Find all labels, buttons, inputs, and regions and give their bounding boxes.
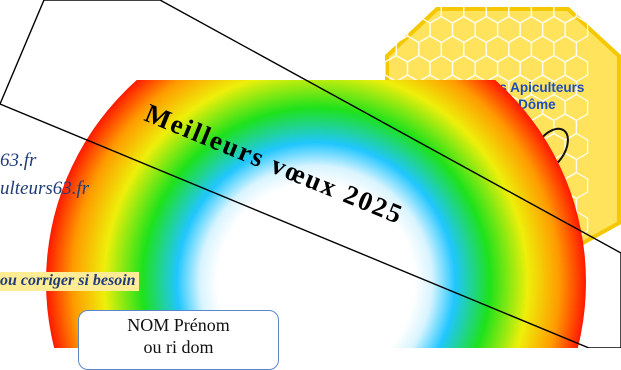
honeycomb-cell (385, 7, 397, 24)
rainbow-arc (46, 80, 586, 348)
name-field-label: NOM Prénom (127, 315, 230, 335)
contact-email-line[interactable]: ulteurs63.fr (0, 178, 90, 199)
correction-notice: ou corriger si besoin (0, 272, 139, 291)
honeycomb-cell (395, 7, 420, 24)
name-field-second-line: ou ri dom (143, 337, 214, 357)
greeting-illustration: Syndicat des Apiculteurs du Puy-de-Dôme … (0, 0, 621, 348)
name-field-box[interactable]: NOM Prénom ou ri dom (78, 310, 279, 370)
contact-website-line[interactable]: 63.fr (0, 150, 37, 171)
